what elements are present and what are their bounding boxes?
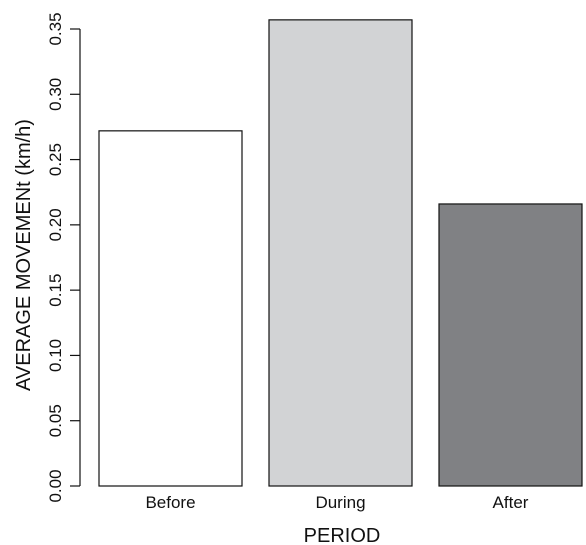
bar-during: [268, 19, 413, 487]
bar-after: [438, 203, 583, 487]
x-axis-labels: Before During After: [145, 493, 528, 512]
y-tick-label: 0.00: [46, 469, 65, 502]
y-tick-label: 0.10: [46, 339, 65, 372]
y-tick-label: 0.15: [46, 274, 65, 307]
y-tick-label: 0.05: [46, 404, 65, 437]
y-tick-label: 0.30: [46, 78, 65, 111]
x-tick-label-during: During: [315, 493, 365, 512]
x-tick-label-after: After: [493, 493, 529, 512]
y-tick-label: 0.25: [46, 143, 65, 176]
y-axis-ticks: 0.00 0.05 0.10 0.15 0.20 0.25 0.30 0.35: [46, 12, 80, 503]
y-axis-title: AVERAGE MOVEMENt (km/h): [13, 119, 35, 391]
y-tick-label: 0.35: [46, 12, 65, 45]
y-tick-label: 0.20: [46, 208, 65, 241]
bar-before: [98, 130, 243, 487]
x-tick-label-before: Before: [145, 493, 195, 512]
x-axis-title: PERIOD: [304, 525, 381, 545]
plot-area: [98, 19, 583, 487]
